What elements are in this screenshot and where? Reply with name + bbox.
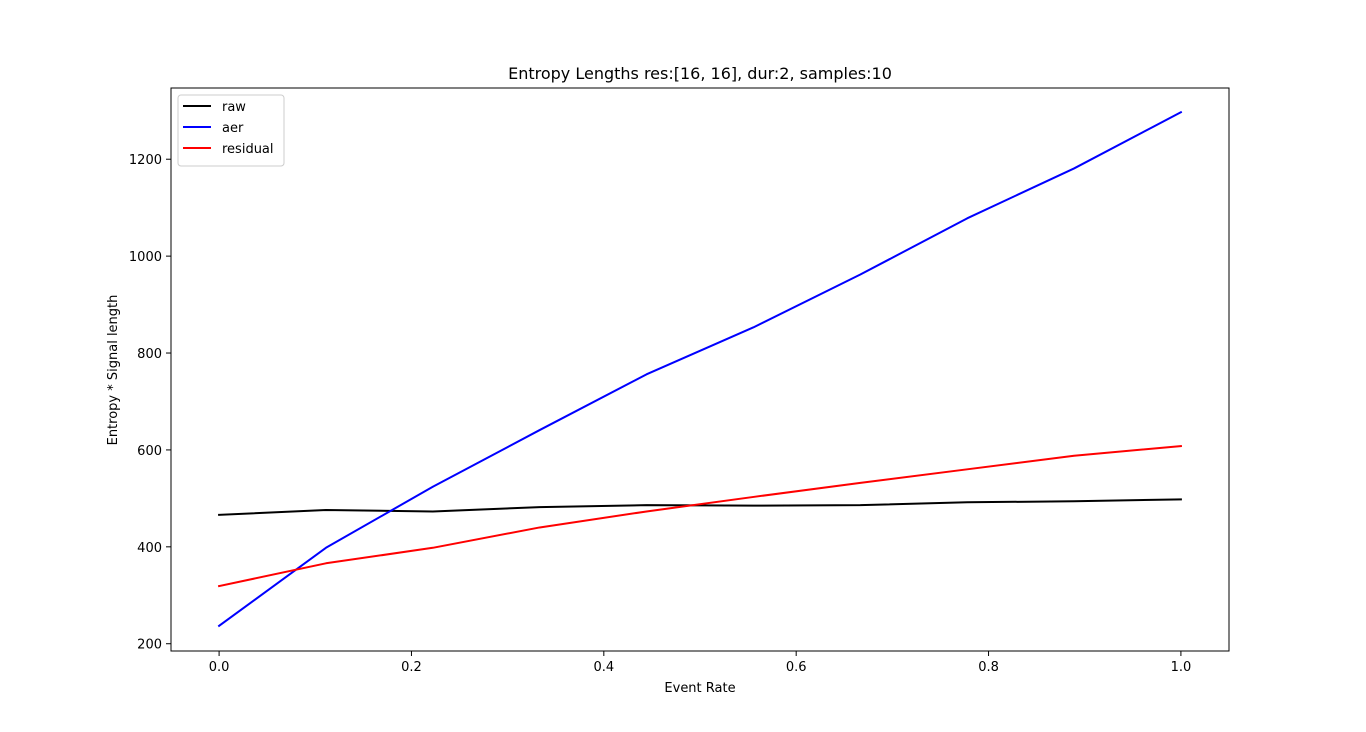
series-layer [217, 110, 1183, 628]
y-tick-label: 1000 [129, 250, 162, 265]
y-tick-label: 200 [137, 638, 162, 653]
plot-area [170, 87, 1230, 652]
x-axis-label: Event Rate [664, 681, 735, 696]
y-tick-label: 1200 [129, 153, 162, 168]
plot-frame [170, 87, 1230, 652]
legend-label-aer: aer [222, 121, 244, 136]
legend-label-raw: raw [222, 100, 246, 115]
series-line-residual [217, 444, 1182, 588]
x-tick-label: 0.8 [978, 660, 999, 675]
y-tick-label: 600 [137, 444, 162, 459]
x-axis-ticks: 0.0 0.2 0.4 0.6 0.8 1.0 [209, 651, 1192, 675]
x-tick-label: 0.2 [401, 660, 422, 675]
x-tick-label: 0.6 [786, 660, 807, 675]
y-axis-ticks: 200 400 600 800 1000 1200 [129, 153, 171, 653]
x-tick-label: 0.4 [593, 660, 614, 675]
legend-label-residual: residual [222, 142, 274, 157]
chart-title: Entropy Lengths res:[16, 16], dur:2, sam… [508, 64, 892, 83]
y-tick-label: 800 [137, 347, 162, 362]
y-tick-label: 400 [137, 541, 162, 556]
y-axis-label: Entropy * Signal length [106, 295, 121, 446]
series-line-aer [217, 110, 1183, 628]
series-line-raw [218, 498, 1182, 516]
legend: raw aer residual [177, 94, 285, 167]
x-tick-label: 0.0 [209, 660, 230, 675]
x-tick-label: 1.0 [1171, 660, 1192, 675]
